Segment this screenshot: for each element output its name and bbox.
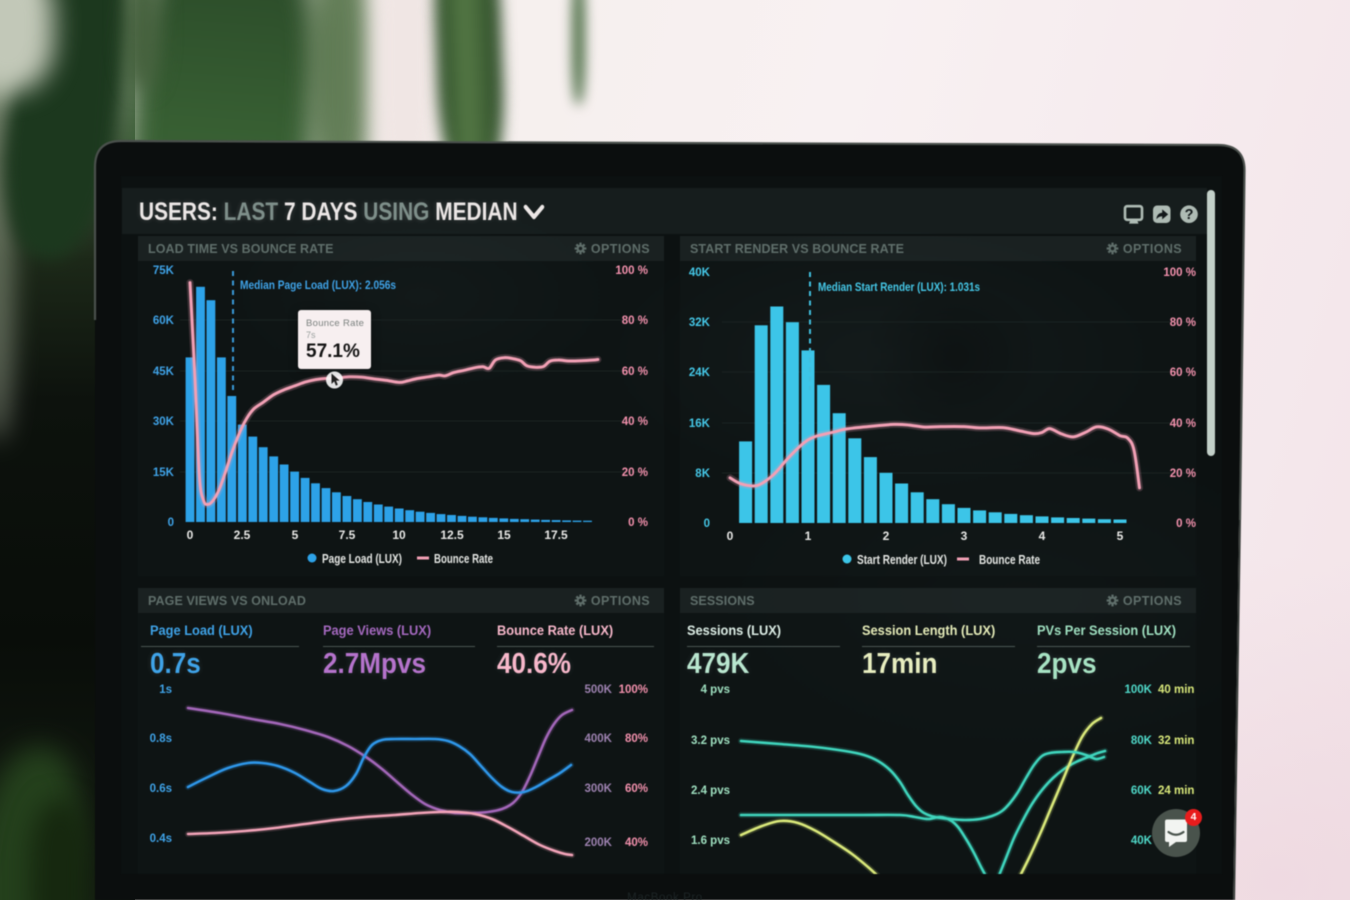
svg-text:80%: 80% (625, 733, 648, 745)
svg-text:16K: 16K (689, 418, 711, 430)
svg-text:100 %: 100 % (615, 265, 648, 277)
svg-text:300K: 300K (585, 783, 613, 795)
svg-text:?: ? (1185, 207, 1194, 223)
svg-text:0: 0 (187, 528, 194, 542)
svg-text:80K: 80K (1131, 735, 1153, 747)
svg-text:2.4 pvs: 2.4 pvs (691, 785, 730, 797)
svg-text:0.4s: 0.4s (150, 833, 172, 845)
svg-text:400K: 400K (585, 733, 613, 745)
svg-text:40K: 40K (1131, 835, 1153, 847)
svg-text:40K: 40K (689, 267, 711, 279)
svg-text:60K: 60K (153, 315, 175, 327)
svg-text:10: 10 (392, 528, 406, 542)
svg-text:24K: 24K (689, 367, 711, 379)
svg-text:7.5: 7.5 (339, 528, 356, 542)
svg-text:0: 0 (704, 518, 710, 530)
svg-text:80 %: 80 % (1170, 317, 1196, 329)
svg-text:200K: 200K (585, 837, 613, 849)
svg-text:100%: 100% (619, 684, 648, 696)
svg-text:24 min: 24 min (1158, 785, 1194, 797)
svg-text:20 %: 20 % (1170, 468, 1196, 480)
svg-text:60 %: 60 % (622, 366, 648, 378)
svg-text:Page Load (LUX): Page Load (LUX) (322, 552, 402, 566)
svg-text:40 %: 40 % (622, 416, 648, 428)
svg-text:15: 15 (497, 528, 511, 542)
svg-text:12.5: 12.5 (440, 528, 464, 542)
svg-text:0: 0 (168, 517, 174, 529)
svg-text:4 pvs: 4 pvs (701, 684, 730, 696)
svg-text:5: 5 (292, 528, 299, 542)
svg-text:1.6 pvs: 1.6 pvs (691, 835, 730, 847)
svg-text:80 %: 80 % (622, 315, 648, 327)
svg-text:75K: 75K (153, 265, 175, 277)
svg-text:4: 4 (1039, 529, 1046, 543)
svg-text:Median Start Render (LUX): 1.0: Median Start Render (LUX): 1.031s (818, 280, 980, 294)
svg-text:40 min: 40 min (1158, 684, 1194, 696)
svg-text:17.5: 17.5 (544, 528, 568, 542)
svg-text:30K: 30K (153, 416, 175, 428)
svg-text:60%: 60% (625, 783, 648, 795)
svg-text:0.8s: 0.8s (150, 733, 172, 745)
svg-text:20 %: 20 % (622, 467, 648, 479)
svg-text:0: 0 (727, 529, 734, 543)
svg-text:0 %: 0 % (1176, 518, 1196, 530)
svg-text:3.2 pvs: 3.2 pvs (691, 735, 730, 747)
svg-text:2.5: 2.5 (234, 528, 251, 542)
svg-text:500K: 500K (585, 684, 613, 696)
svg-text:1s: 1s (159, 684, 172, 696)
svg-text:100K: 100K (1125, 684, 1153, 696)
svg-text:0 %: 0 % (628, 517, 648, 529)
svg-text:5: 5 (1117, 529, 1124, 543)
svg-text:Bounce Rate: Bounce Rate (434, 552, 493, 566)
svg-text:60K: 60K (1131, 785, 1153, 797)
svg-text:40%: 40% (625, 837, 648, 849)
svg-text:1: 1 (805, 529, 812, 543)
svg-text:3: 3 (961, 529, 968, 543)
svg-text:Median Page Load (LUX): 2.056s: Median Page Load (LUX): 2.056s (240, 278, 396, 292)
svg-text:2: 2 (883, 529, 890, 543)
svg-text:8K: 8K (695, 468, 710, 480)
svg-text:15K: 15K (153, 467, 175, 479)
svg-text:40 %: 40 % (1170, 418, 1196, 430)
svg-text:32 min: 32 min (1158, 735, 1194, 747)
svg-text:Start Render (LUX): Start Render (LUX) (857, 553, 947, 567)
svg-text:100 %: 100 % (1163, 267, 1196, 279)
svg-text:45K: 45K (153, 366, 175, 378)
svg-text:Bounce Rate: Bounce Rate (979, 553, 1040, 567)
svg-text:0.6s: 0.6s (150, 783, 172, 795)
svg-text:60 %: 60 % (1170, 367, 1196, 379)
svg-text:32K: 32K (689, 317, 711, 329)
